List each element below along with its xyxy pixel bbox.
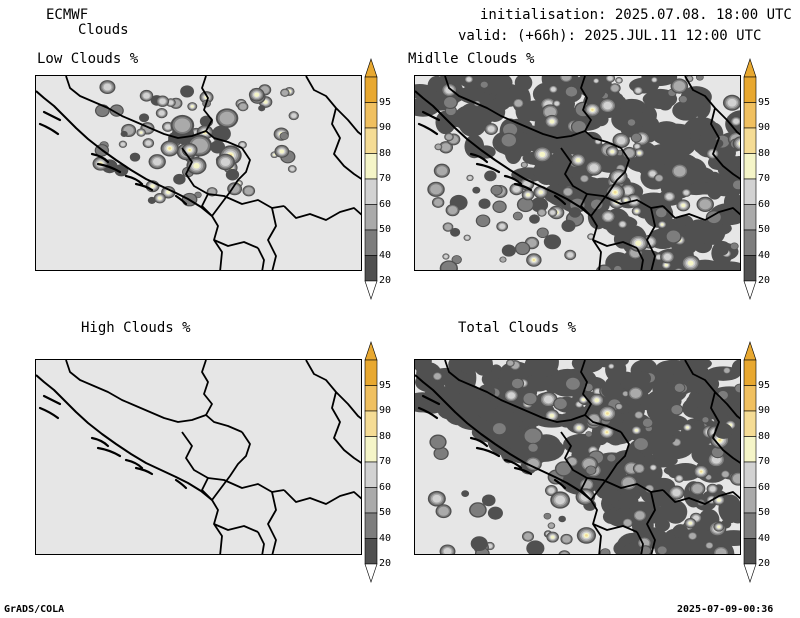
colorbar-label: 80 bbox=[758, 147, 771, 159]
colorbar-label: 50 bbox=[379, 507, 392, 518]
colorbar-label: 40 bbox=[379, 532, 392, 544]
colorbar-label: 40 bbox=[379, 249, 392, 261]
colorbar-label: 80 bbox=[379, 147, 392, 159]
colorbar-label: 90 bbox=[379, 405, 392, 416]
colorbar-label: 90 bbox=[379, 122, 392, 133]
colorbar-label: 20 bbox=[379, 558, 392, 569]
colorbar-low: 95 90 80 70 60 50 40 20 bbox=[364, 58, 391, 303]
footer-timestamp: 2025-07-09-00:36 bbox=[677, 604, 774, 615]
colorbar-graphic bbox=[743, 341, 757, 583]
colorbar-label: 60 bbox=[758, 198, 771, 210]
colorbar-label: 80 bbox=[379, 430, 392, 442]
colorbar-label: 50 bbox=[379, 224, 392, 235]
colorbar-high: 95 90 80 70 60 50 40 20 bbox=[364, 341, 391, 586]
colorbar-label: 90 bbox=[758, 122, 771, 133]
colorbar-graphic bbox=[743, 58, 757, 300]
panel-title-mid: Midlle Clouds % bbox=[408, 51, 535, 67]
cloud-map bbox=[415, 76, 740, 270]
panel-title-low: Low Clouds % bbox=[37, 51, 139, 67]
colorbar-label: 50 bbox=[758, 224, 771, 235]
colorbar-label: 95 bbox=[379, 379, 392, 391]
panel-title-total: Total Clouds % bbox=[458, 320, 577, 336]
colorbar-mid: 95 90 80 70 60 50 40 20 bbox=[743, 58, 770, 303]
colorbar-label: 95 bbox=[758, 379, 771, 391]
map-panel-total-clouds bbox=[414, 359, 741, 555]
colorbar-label: 20 bbox=[758, 558, 771, 569]
map-panel-high-clouds bbox=[35, 359, 362, 555]
colorbar-label: 70 bbox=[379, 173, 392, 184]
colorbar-label: 95 bbox=[758, 96, 771, 108]
colorbar-total: 95 90 80 70 60 50 40 20 bbox=[743, 341, 770, 586]
map-panel-low-clouds bbox=[35, 75, 362, 271]
colorbar-label: 40 bbox=[758, 532, 771, 544]
colorbar-label: 60 bbox=[379, 481, 392, 493]
colorbar-label: 50 bbox=[758, 507, 771, 518]
colorbar-graphic bbox=[364, 341, 378, 583]
colorbar-label: 95 bbox=[379, 96, 392, 108]
colorbar-label: 70 bbox=[758, 173, 771, 184]
footer-software: GrADS/COLA bbox=[4, 604, 65, 615]
product-name: Clouds bbox=[78, 22, 129, 38]
valid-time: valid: (+66h): 2025.JUL.11 12:00 UTC bbox=[458, 28, 762, 44]
cloud-map bbox=[415, 360, 740, 554]
cloud-map bbox=[36, 76, 361, 270]
colorbar-label: 20 bbox=[379, 275, 392, 286]
colorbar-label: 60 bbox=[379, 198, 392, 210]
colorbar-label: 80 bbox=[758, 430, 771, 442]
panel-title-high: High Clouds % bbox=[81, 320, 191, 336]
map-panel-middle-clouds bbox=[414, 75, 741, 271]
colorbar-label: 90 bbox=[758, 405, 771, 416]
init-time: initialisation: 2025.07.08. 18:00 UTC bbox=[480, 7, 792, 23]
colorbar-graphic bbox=[364, 58, 378, 300]
colorbar-label: 70 bbox=[379, 456, 392, 467]
cloud-map bbox=[36, 360, 361, 554]
colorbar-label: 70 bbox=[758, 456, 771, 467]
colorbar-label: 20 bbox=[758, 275, 771, 286]
model-name: ECMWF bbox=[46, 7, 89, 23]
colorbar-label: 60 bbox=[758, 481, 771, 493]
colorbar-label: 40 bbox=[758, 249, 771, 261]
